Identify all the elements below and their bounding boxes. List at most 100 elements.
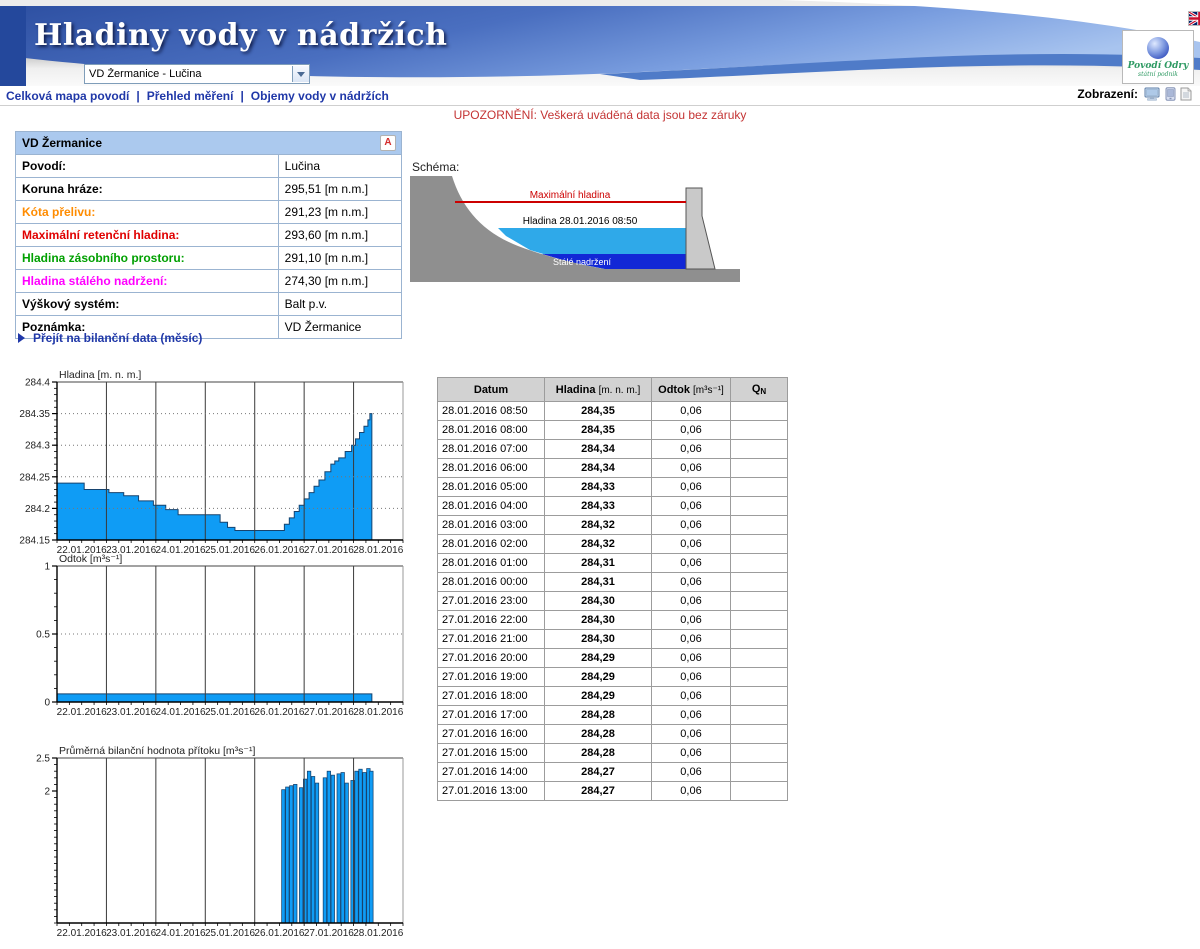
table-cell: 0,06 [651,591,731,611]
svg-text:24.01.2016: 24.01.2016 [156,545,206,556]
table-cell [730,420,788,440]
pdf-export-icon[interactable]: A [380,135,396,151]
table-cell: 27.01.2016 18:00 [437,686,545,706]
info-row-label: Poznámka: [15,315,279,339]
table-cell: 284,31 [544,553,652,573]
table-cell: 27.01.2016 20:00 [437,648,545,668]
table-cell: 28.01.2016 08:50 [437,401,545,421]
select-arrow-box[interactable] [292,66,309,82]
triangle-right-icon [18,333,25,343]
table-cell: 284,35 [544,401,652,421]
povodi-odry-logo[interactable]: Povodí Odry státní podnik [1122,30,1194,84]
svg-text:25.01.2016: 25.01.2016 [205,707,255,718]
table-cell: 28.01.2016 07:00 [437,439,545,459]
table-cell: 0,06 [651,420,731,440]
table-row: 28.01.2016 06:00 284,34 0,06 [437,458,788,478]
logo-line2: státní podnik [1138,70,1178,78]
logo-line1: Povodí Odry [1127,60,1189,71]
nav-link-2[interactable]: Objemy vody v nádržích [250,88,389,103]
mobile-view-icon[interactable] [1165,87,1176,101]
info-row: Povodí: Lučina [15,154,403,178]
table-row: 27.01.2016 23:00 284,30 0,06 [437,591,788,611]
table-cell [730,401,788,421]
svg-text:26.01.2016: 26.01.2016 [254,928,304,939]
nav-link-0[interactable]: Celková mapa povodí [6,88,130,103]
nav-separator: | [136,88,140,103]
table-cell: 0,06 [651,515,731,535]
table-cell: 27.01.2016 21:00 [437,629,545,649]
svg-text:284.15: 284.15 [19,536,50,547]
column-header-3: QN [730,377,788,402]
column-header-2: Odtok [m³s⁻¹] [651,377,731,402]
table-cell: 0,06 [651,572,731,592]
info-row: Poznámka: VD Žermanice [15,315,403,339]
table-cell: 0,06 [651,477,731,497]
table-cell: 27.01.2016 19:00 [437,667,545,687]
odtok-chart: 0 0.5 1 22.01.2016 23.01.2016 24.01.2016 25.01… [15,552,420,727]
table-cell [730,591,788,611]
table-cell [730,667,788,687]
chevron-down-icon [297,71,305,77]
svg-text:284.4: 284.4 [25,378,50,389]
svg-text:28.01.2016: 28.01.2016 [353,707,403,718]
info-row-label: Koruna hráze: [15,177,279,201]
table-cell: 0,06 [651,705,731,725]
info-row-label: Výškový systém: [15,292,279,316]
hladina-chart: 284.15 284.2 284.25 284.3 284.35 284.4 22.01.2… [15,368,420,565]
dam-wall [685,187,716,270]
table-cell: 284,32 [544,515,652,535]
svg-text:27.01.2016: 27.01.2016 [304,707,354,718]
table-cell [730,534,788,554]
english-flag-icon[interactable] [1188,11,1200,26]
table-row: 28.01.2016 02:00 284,32 0,06 [437,534,788,554]
table-row: 28.01.2016 08:00 284,35 0,06 [437,420,788,440]
measurements-table: Datum Hladina [m. n. m.] Odtok [m³s⁻¹] QN 2… [437,377,788,801]
table-row: 27.01.2016 20:00 284,29 0,06 [437,648,788,668]
max-level-label: Maximální hladina [530,190,611,201]
table-row: 27.01.2016 13:00 284,27 0,06 [437,781,788,801]
station-select[interactable]: VD Žermanice - Lučina [84,64,310,84]
table-row: 28.01.2016 08:50 284,35 0,06 [437,401,788,421]
table-cell [730,629,788,649]
svg-text:0: 0 [44,698,50,709]
nav-link-1[interactable]: Přehled měření [146,88,234,103]
table-cell [730,705,788,725]
dead-storage-area [542,254,686,271]
column-header-1: Hladina [m. n. m.] [544,377,652,402]
table-row: 28.01.2016 07:00 284,34 0,06 [437,439,788,459]
svg-text:24.01.2016: 24.01.2016 [156,928,206,939]
bilance-link[interactable]: Přejít na bilanční data (měsíc) [18,331,202,345]
svg-text:284.35: 284.35 [19,409,50,420]
table-cell: 28.01.2016 08:00 [437,420,545,440]
svg-text:284.2: 284.2 [25,504,50,515]
table-cell: 27.01.2016 14:00 [437,762,545,782]
table-cell: 27.01.2016 16:00 [437,724,545,744]
table-cell: 0,06 [651,401,731,421]
page-header: Hladiny vody v nádržích VD Žermanice - L… [0,0,1200,86]
table-cell: 284,30 [544,629,652,649]
table-cell: 27.01.2016 22:00 [437,610,545,630]
table-cell [730,686,788,706]
table-cell: 284,27 [544,781,652,801]
table-cell [730,515,788,535]
text-view-icon[interactable] [1180,87,1192,101]
table-cell: 284,34 [544,439,652,459]
svg-text:23.01.2016: 23.01.2016 [106,707,156,718]
table-cell: 284,33 [544,477,652,497]
info-row-label: Hladina zásobního prostoru: [15,246,279,270]
info-table-title: VD Žermanice A [15,131,402,155]
table-cell: 0,06 [651,439,731,459]
table-cell: 28.01.2016 00:00 [437,572,545,592]
column-header-0: Datum [437,377,545,402]
svg-text:22.01.2016: 22.01.2016 [57,545,107,556]
svg-text:26.01.2016: 26.01.2016 [254,545,304,556]
svg-text:2: 2 [44,787,50,798]
svg-text:Hladina [m. n. m.]: Hladina [m. n. m.] [59,369,141,381]
info-row-label: Povodí: [15,154,279,178]
desktop-view-icon[interactable] [1144,87,1161,101]
page-title: Hladiny vody v nádržích [34,18,448,53]
globe-icon [1147,36,1169,59]
terrain-base [410,269,740,282]
schema-label: Schéma: [412,160,460,174]
table-cell: 0,06 [651,667,731,687]
